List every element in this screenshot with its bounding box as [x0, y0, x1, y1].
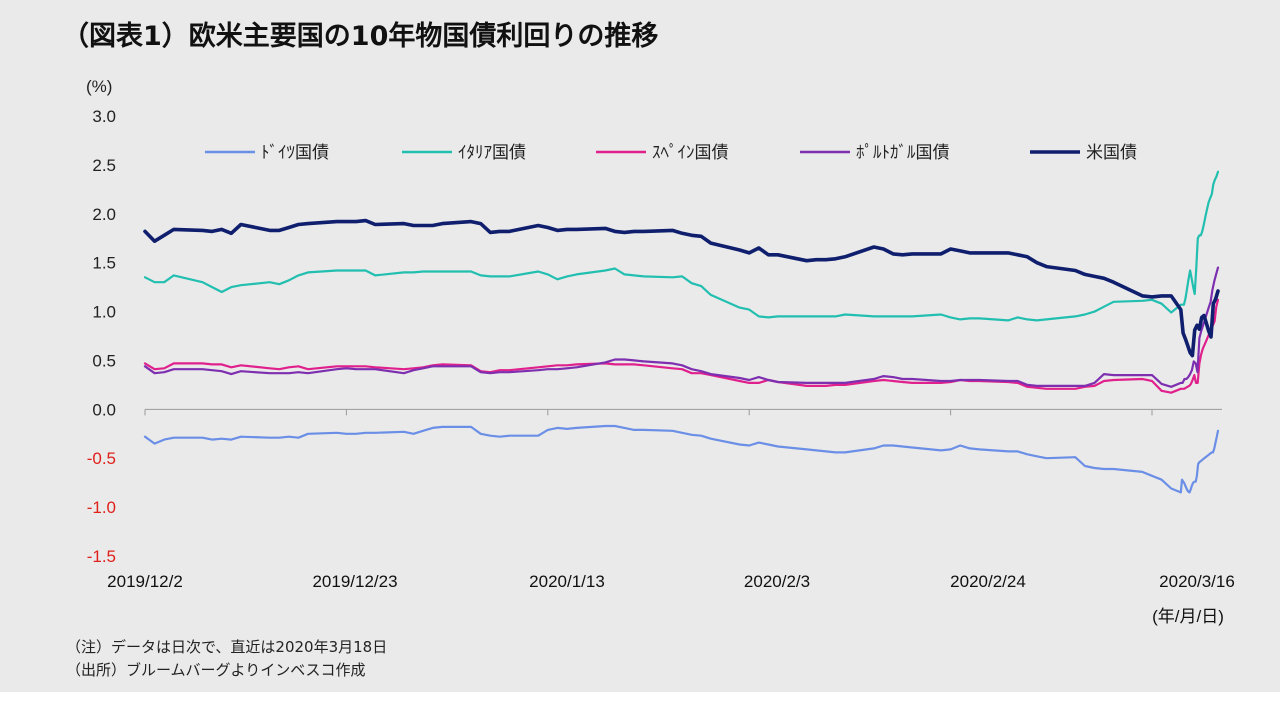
source-text: （出所）ブルームバーグよりインベスコ作成	[66, 661, 366, 679]
legend-label: ｽﾍﾟｲﾝ国債	[652, 143, 729, 163]
chart-panel	[0, 0, 1280, 692]
x-tick-label: 2020/2/3	[744, 572, 810, 591]
line-chart: (%) 3.0 2.5 2.0 1.5 1.0 0.5 0.0 -0.5 -1.0 -1.5 2019…	[86, 77, 1235, 626]
y-tick-label: -0.5	[87, 449, 116, 468]
x-axis-unit-label: (年/月/日)	[1152, 607, 1224, 626]
legend-label: ﾎﾟﾙﾄｶﾞﾙ国債	[856, 143, 950, 163]
series-line	[143, 298, 1220, 394]
x-tick-label: 2020/2/24	[950, 572, 1026, 591]
y-tick-label: 0.0	[92, 400, 116, 419]
legend-label: ﾄﾞｲﾂ国債	[261, 143, 329, 163]
x-tick-label: 2019/12/23	[312, 572, 397, 591]
note-text: （注）データは日次で、直近は2020年3月18日	[66, 638, 388, 656]
y-axis-unit-label: (%)	[86, 77, 112, 96]
series-line	[143, 218, 1220, 358]
y-tick-label: 1.0	[92, 303, 116, 322]
series-line	[143, 266, 1220, 388]
series-line	[143, 170, 1220, 322]
x-tick-label: 2019/12/2	[107, 572, 183, 591]
x-tick-label: 2020/3/16	[1159, 572, 1235, 591]
chart-title: （図表1）欧米主要国の10年物国債利回りの推移	[62, 21, 659, 52]
legend-label: 米国債	[1086, 143, 1137, 163]
y-tick-label: 0.5	[92, 351, 116, 370]
y-tick-label: 2.0	[92, 205, 116, 224]
y-tick-label: -1.5	[87, 547, 116, 566]
series-line	[143, 424, 1220, 494]
y-tick-label: 3.0	[92, 107, 116, 126]
y-tick-label: 1.5	[92, 254, 116, 273]
legend-label: ｲﾀﾘｱ国債	[458, 143, 526, 163]
y-tick-label: -1.0	[87, 498, 116, 517]
x-tick-label: 2020/1/13	[529, 572, 605, 591]
y-tick-label: 2.5	[92, 156, 116, 175]
